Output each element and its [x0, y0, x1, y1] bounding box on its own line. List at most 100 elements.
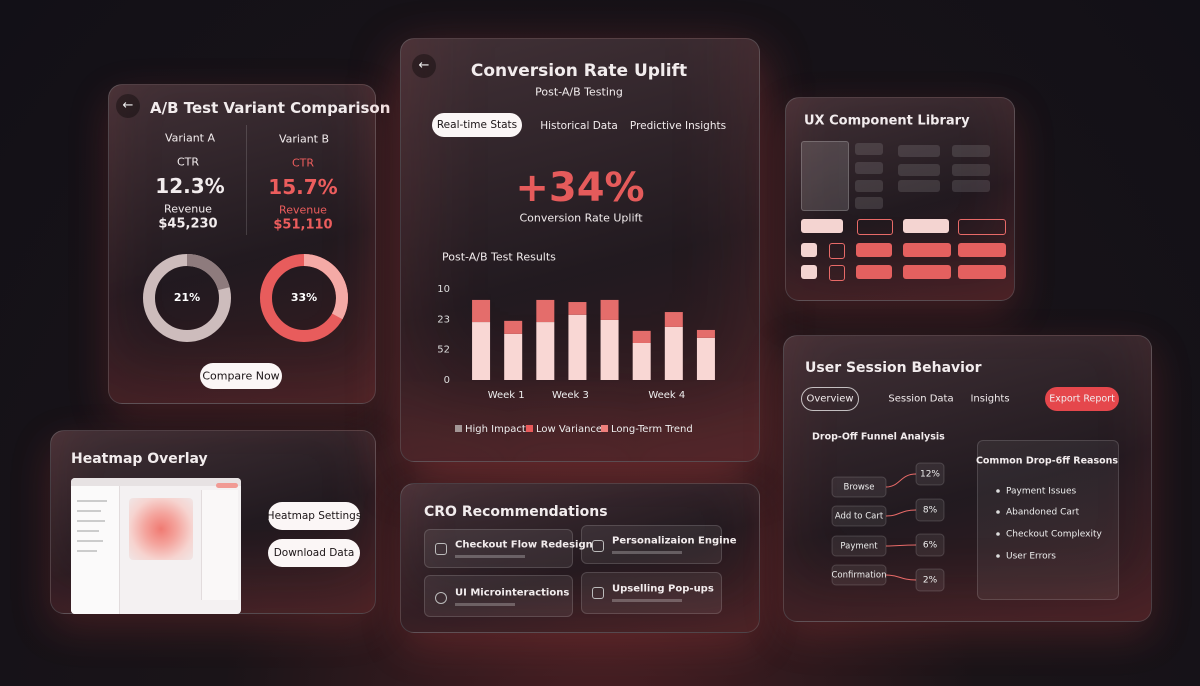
recommendation-card[interactable] — [424, 575, 573, 617]
variant-name: Variant A — [164, 131, 216, 145]
bar — [600, 299, 619, 320]
funnel-rate: 2% — [923, 576, 938, 586]
reason: Payment Issues — [1006, 487, 1077, 497]
placeholder-text — [455, 555, 525, 558]
heatmap-title: Heatmap Overlay — [71, 451, 208, 467]
component-sample — [801, 265, 817, 279]
component-sample — [952, 164, 990, 176]
component-sample — [857, 219, 893, 235]
ab-title: A/B Test Variant Comparison — [150, 99, 391, 117]
component-sample — [898, 145, 940, 157]
compare-button[interactable] — [200, 363, 282, 389]
y-tick-label: 0 — [444, 375, 450, 386]
bullet — [996, 489, 1000, 493]
component-sample — [903, 243, 951, 257]
revenue-label: Revenue — [164, 202, 212, 216]
legend-label: Low Variance — [536, 424, 602, 435]
bar — [696, 329, 715, 338]
component-sample — [829, 243, 845, 259]
tab-label[interactable]: Session Data — [888, 393, 954, 405]
funnel-rate: 12% — [920, 470, 940, 480]
tab-label[interactable]: Historical Data — [540, 120, 618, 132]
reason: User Errors — [1006, 552, 1056, 562]
component-sample — [958, 265, 1006, 279]
reasons-title: Common Drop-6ff Reasons — [975, 455, 1119, 467]
tab-active[interactable] — [801, 387, 859, 411]
recommendation-card[interactable] — [581, 525, 722, 564]
ctr-value: 12.3% — [155, 174, 225, 198]
funnel-rate-box — [915, 462, 945, 486]
icon — [592, 587, 604, 599]
tab-label[interactable]: Predictive Insights — [629, 120, 727, 132]
component-sample — [856, 243, 892, 257]
component-sample — [952, 145, 990, 157]
recommendation-title: Upselling Pop-ups — [612, 583, 714, 595]
y-tick-label: 10 — [437, 284, 450, 295]
conversion-panel — [400, 38, 760, 462]
component-sample — [898, 180, 940, 192]
placeholder-text — [455, 603, 515, 606]
funnel-connector — [885, 509, 917, 517]
funnel-rate: 6% — [923, 541, 938, 551]
cro-panel — [400, 483, 760, 633]
x-tick-label: Week 1 — [488, 390, 525, 401]
ux-title: UX Component Library — [804, 113, 970, 129]
export-label: Export Report — [1049, 393, 1115, 405]
component-sample — [855, 197, 883, 209]
recommendation-title: Checkout Flow Redesign — [455, 539, 593, 551]
reason: Checkout Complexity — [1006, 530, 1102, 540]
placeholder-text — [612, 599, 682, 602]
funnel-rate-box — [915, 568, 945, 592]
heatmap-settings-button[interactable] — [268, 502, 360, 530]
back-button[interactable]: ← — [116, 94, 140, 118]
dropdown-sample — [801, 141, 849, 211]
ab-test-panel — [108, 84, 376, 404]
component-sample — [952, 180, 990, 192]
component-sample — [801, 219, 843, 233]
component-sample — [898, 164, 940, 176]
component-sample — [856, 265, 892, 279]
bar — [472, 299, 491, 323]
placeholder-text — [612, 551, 682, 554]
y-tick-label: 23 — [437, 314, 450, 325]
compare-button-label: Compare Now — [202, 369, 280, 383]
back-button[interactable]: ← — [412, 54, 436, 78]
cro-title: CRO Recommendations — [424, 504, 608, 520]
donut-label: 21% — [174, 291, 200, 304]
bullet — [996, 510, 1000, 514]
legend-swatch — [526, 425, 533, 432]
funnel-connector — [885, 473, 917, 488]
bar — [568, 302, 587, 315]
component-sample — [855, 180, 883, 192]
session-panel — [783, 335, 1152, 622]
recommendation-card[interactable] — [424, 529, 573, 568]
funnel-rate-box — [915, 498, 945, 522]
revenue-value: $45,230 — [158, 216, 218, 232]
bar — [568, 314, 587, 380]
bar — [536, 299, 555, 323]
funnel-rate: 8% — [923, 506, 938, 516]
legend-label: Long-Term Trend — [611, 424, 693, 435]
bullet — [996, 554, 1000, 558]
tab-label: Real-time Stats — [436, 119, 518, 131]
download-button[interactable] — [268, 539, 360, 567]
bullet — [996, 532, 1000, 536]
conversion-subtitle: Post-A/B Testing — [535, 85, 623, 99]
tab-active[interactable] — [432, 113, 522, 137]
x-tick-label: Week 3 — [552, 390, 589, 401]
funnel-rate-box — [915, 533, 945, 557]
uplift-value: +34% — [515, 165, 645, 211]
ctr-label: CTR — [176, 155, 200, 169]
conversion-title: Conversion Rate Uplift — [470, 61, 688, 81]
tab-label[interactable]: Insights — [970, 393, 1010, 405]
chart-title: Post-A/B Test Results — [442, 250, 556, 264]
button-label: Download Data — [273, 547, 355, 559]
button-label: Heatmap Settings — [266, 510, 362, 522]
reasons-card — [977, 440, 1119, 600]
recommendation-card[interactable] — [581, 572, 722, 614]
heatmap-screenshot — [71, 478, 241, 614]
export-button[interactable] — [1045, 387, 1119, 411]
recommendation-title: Personalizaion Engine — [612, 535, 737, 547]
revenue-value: $51,110 — [273, 217, 333, 233]
